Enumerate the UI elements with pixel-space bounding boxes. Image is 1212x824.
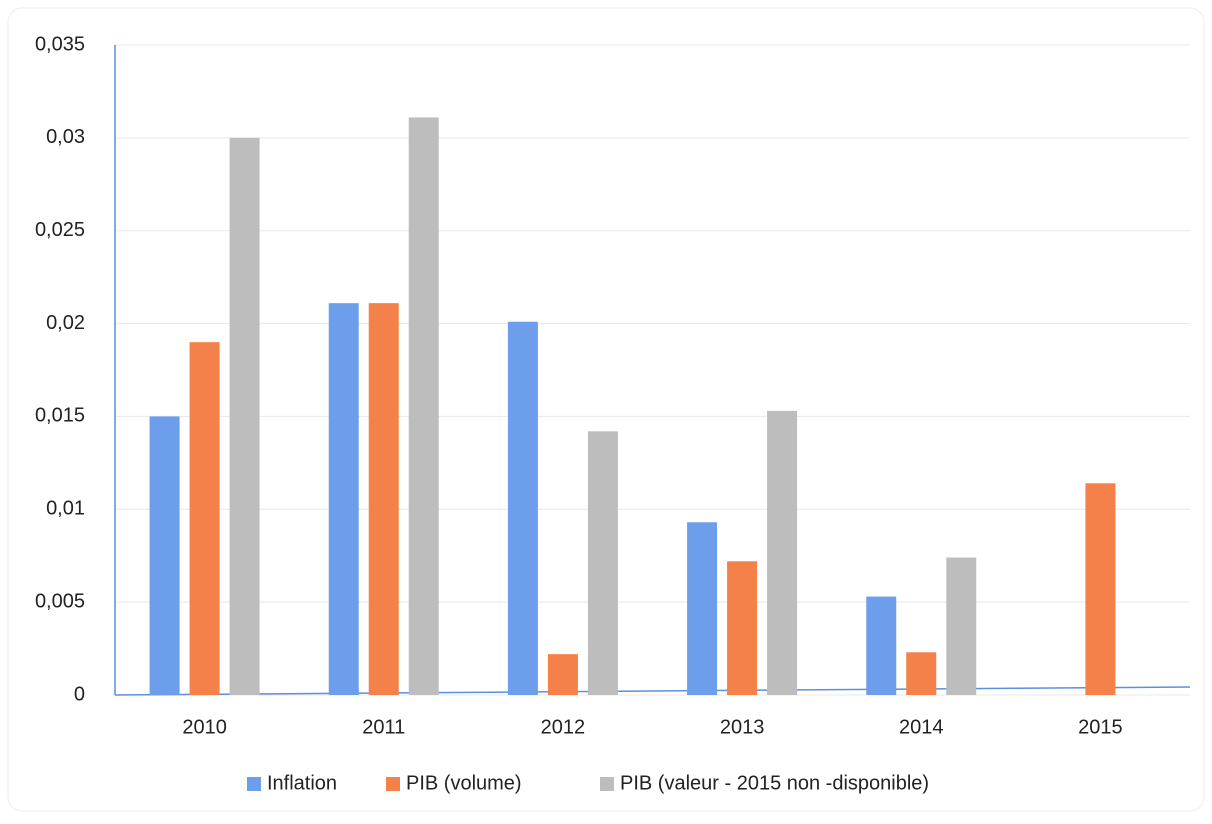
y-tick-label: 0,035	[35, 33, 85, 55]
x-tick-label: 2013	[720, 716, 765, 738]
bar	[229, 137, 260, 695]
bar	[547, 654, 578, 695]
bar	[946, 557, 977, 695]
bar	[587, 431, 618, 695]
y-tick-label: 0,01	[46, 498, 85, 520]
bar	[866, 596, 897, 695]
legend-swatch	[247, 777, 261, 791]
bar	[507, 321, 538, 695]
bar	[687, 522, 718, 695]
y-tick-label: 0,02	[46, 312, 85, 334]
x-tick-label: 2010	[182, 716, 227, 738]
bar	[149, 416, 180, 695]
legend-swatch	[386, 777, 400, 791]
y-tick-label: 0,025	[35, 219, 85, 241]
bar	[328, 303, 359, 695]
x-tick-label: 2012	[541, 716, 586, 738]
x-axis	[114, 686, 1191, 696]
bar	[189, 342, 220, 695]
bar	[727, 561, 758, 695]
y-tick-label: 0,03	[46, 126, 85, 148]
legend-label: Inflation	[267, 772, 337, 794]
bar	[408, 117, 439, 695]
legend-swatch	[600, 777, 614, 791]
legend-label: PIB (valeur - 2015 non -disponible)	[620, 772, 929, 794]
legend-label: PIB (volume)	[406, 772, 522, 794]
bar	[767, 410, 798, 695]
bar	[368, 303, 399, 695]
x-tick-label: 2015	[1078, 716, 1123, 738]
y-tick-label: 0,005	[35, 590, 85, 612]
bar	[1085, 483, 1116, 695]
bar	[906, 652, 937, 695]
x-tick-label: 2011	[362, 716, 405, 738]
chart-frame	[7, 7, 1205, 812]
x-tick-label: 2014	[899, 716, 944, 738]
y-tick-label: 0,015	[35, 405, 85, 427]
y-tick-label: 0	[74, 683, 85, 705]
